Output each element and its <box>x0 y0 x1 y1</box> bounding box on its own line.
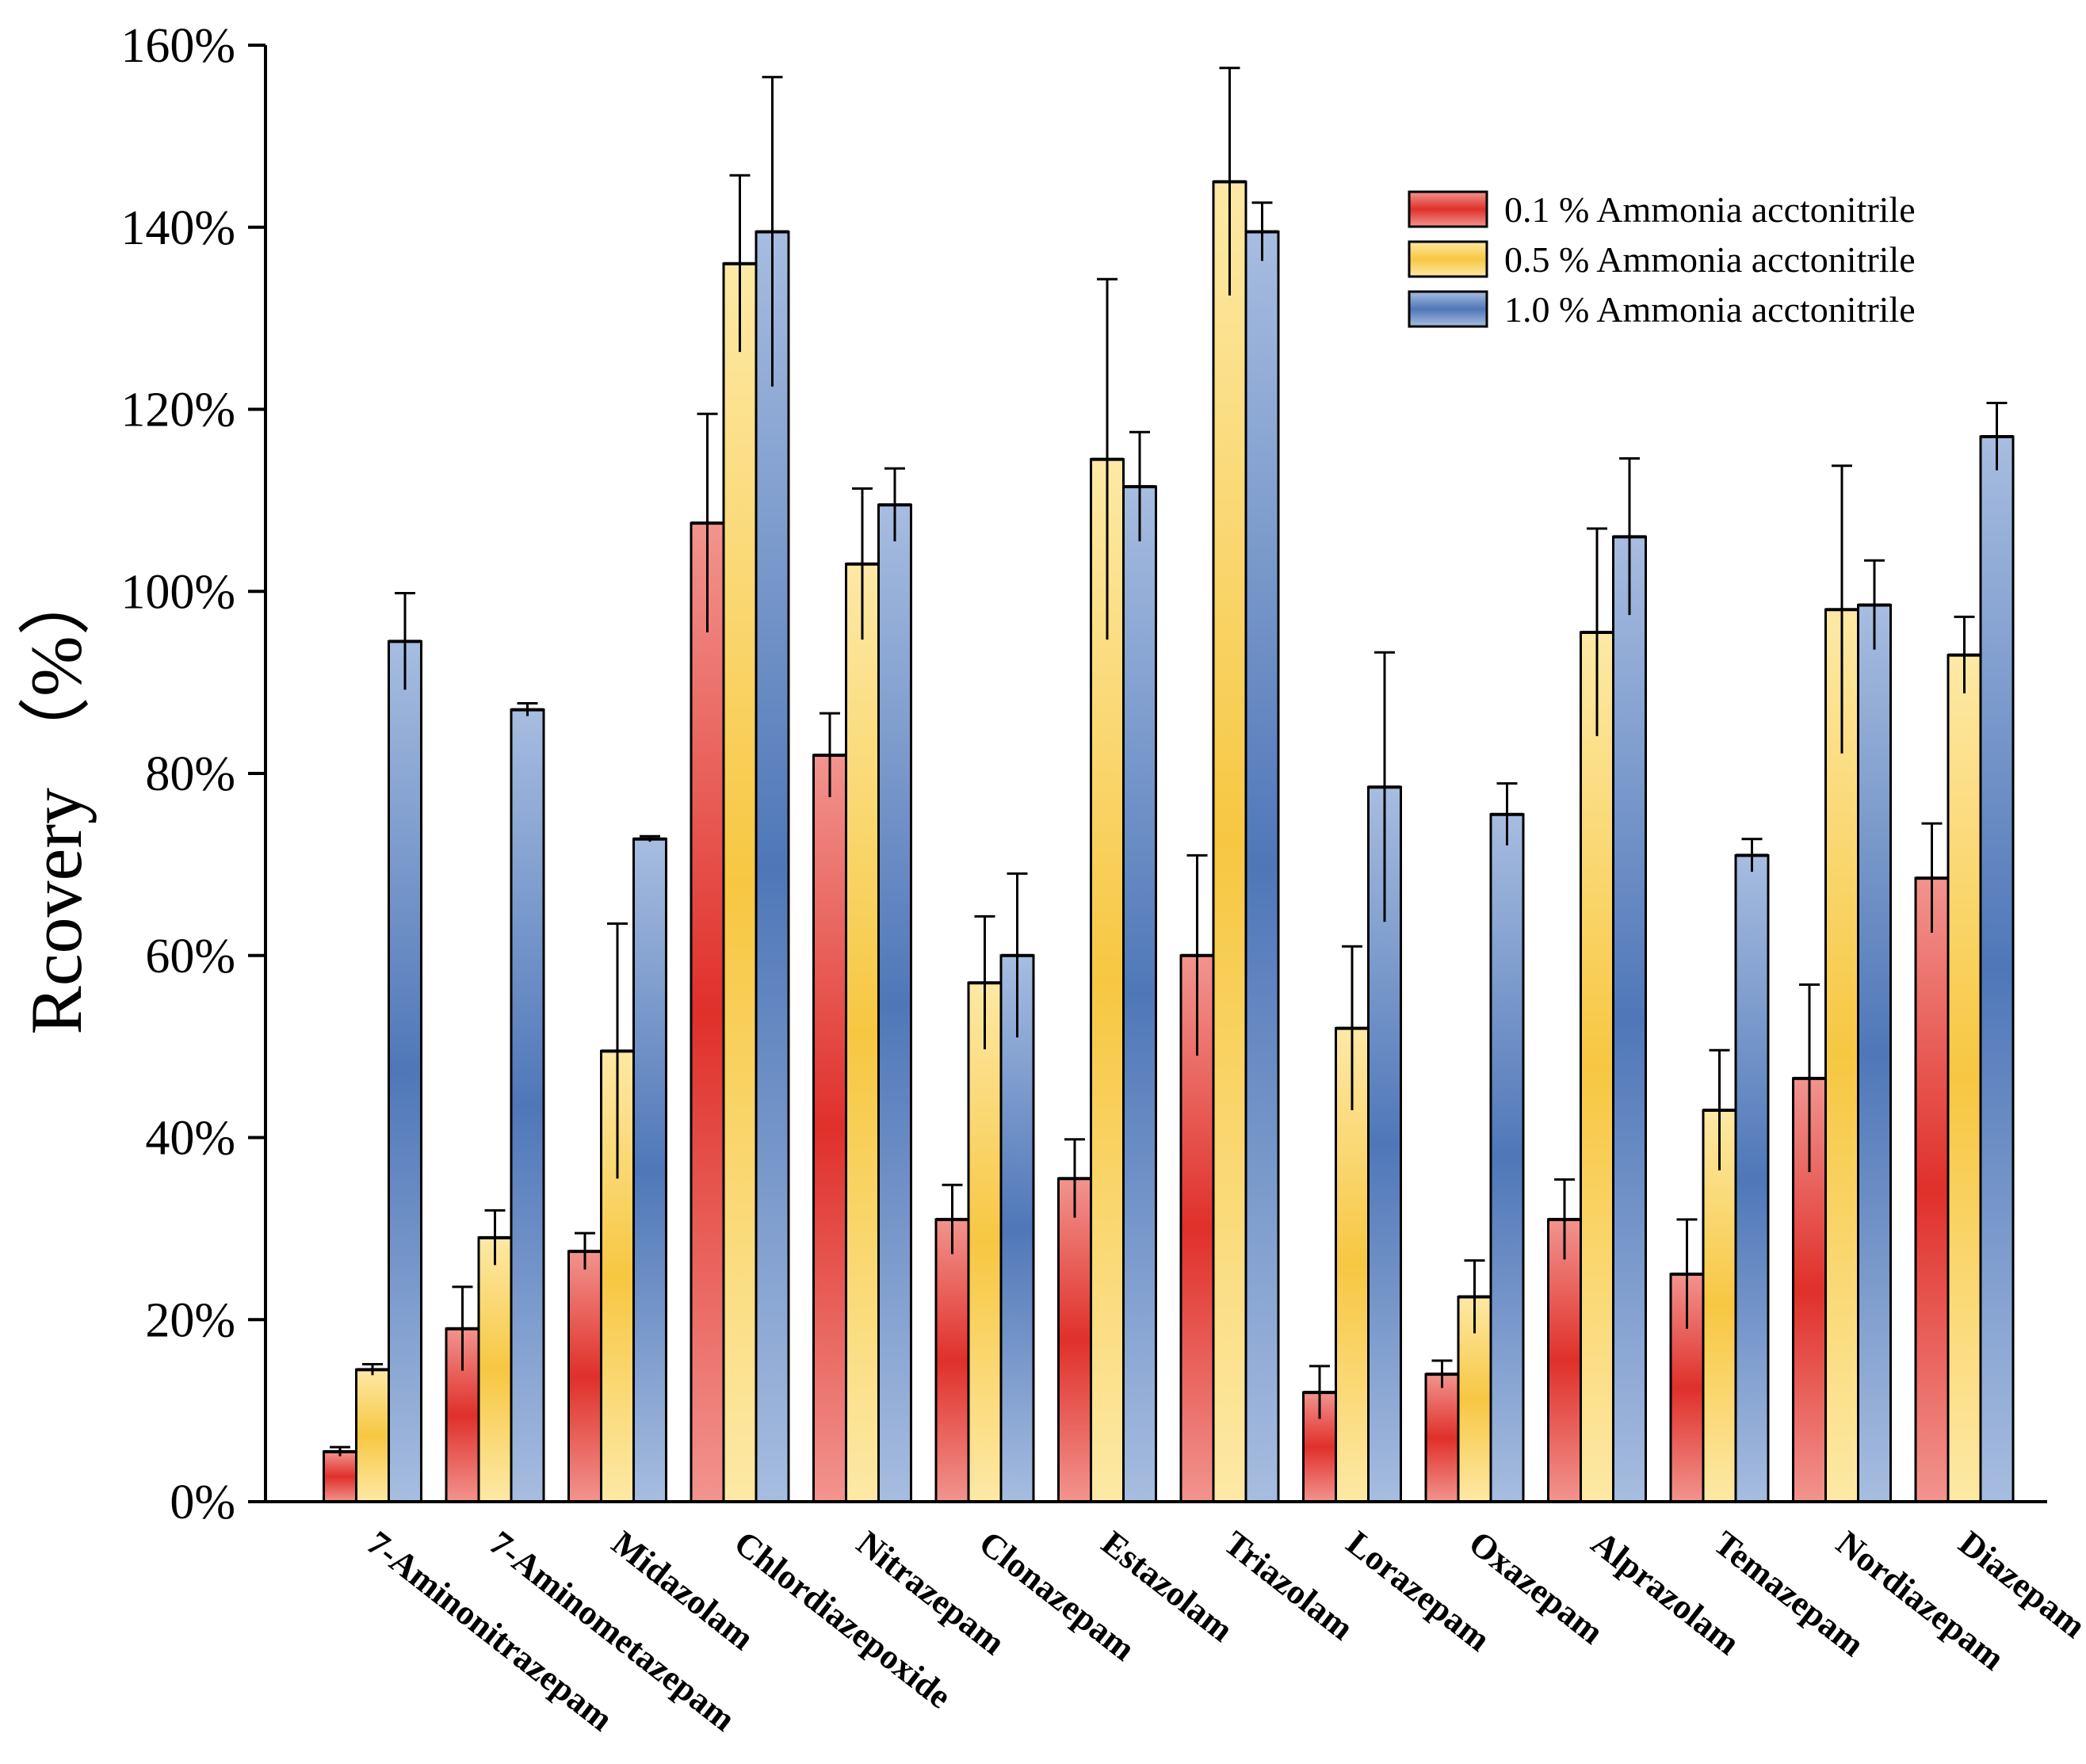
bar-series-2-clonazepam <box>967 981 1003 1503</box>
bar-series-1-7-aminonitrazepam <box>323 1450 357 1503</box>
bar-series-1-estazolam <box>1057 1177 1092 1503</box>
legend-swatch-1 <box>1408 190 1488 228</box>
legend: 0.1 % Ammonia acctonitrile 0.5 % Ammonia … <box>1408 189 1916 330</box>
y-tick-label: 40% <box>145 1112 235 1166</box>
legend-swatch-3 <box>1408 290 1488 328</box>
y-axis-title: Rcovery （%） <box>16 563 97 1034</box>
bar-series-3-alprazolam <box>1612 535 1647 1503</box>
y-tick-label: 80% <box>145 747 235 801</box>
bar-series-2-chlordiazepoxide <box>722 262 758 1503</box>
bar-series-1-chlordiazepoxide <box>690 521 725 1503</box>
bar-series-1-clonazepam <box>934 1218 970 1503</box>
bar-series-3-midazolam <box>632 838 667 1503</box>
y-tick-label: 20% <box>145 1293 235 1347</box>
y-tick-label: 0% <box>170 1476 235 1529</box>
bar-series-3-nitrazepam <box>877 503 912 1503</box>
bar-series-3-diazepam <box>1979 435 2015 1503</box>
bar-series-3-oxazepam <box>1489 813 1525 1503</box>
error-bars-layer <box>323 67 2013 1457</box>
bar-series-3-nordiazepam <box>1857 603 1892 1503</box>
bar-series-2-alprazolam <box>1580 631 1614 1503</box>
bar-series-2-7-aminonitrazepam <box>355 1368 390 1503</box>
x-category-label: Triazolam <box>1217 1523 1361 1648</box>
y-ticks-layer: 0% 20% 40% 60% 80% 100% 120% 140% 160% <box>120 19 266 1529</box>
bar-series-1-diazepam <box>1914 876 1950 1503</box>
y-tick-label: 160% <box>120 19 235 73</box>
bar-series-3-7-aminometazepam <box>510 708 545 1503</box>
legend-label-3: 1.0 % Ammonia acctonitrile <box>1504 289 1916 330</box>
bars-layer <box>323 180 2015 1503</box>
bar-series-2-7-aminometazepam <box>477 1236 513 1503</box>
bar-series-1-nitrazepam <box>812 754 847 1503</box>
y-tick-label: 140% <box>120 201 235 255</box>
bar-series-3-chlordiazepoxide <box>755 230 790 1503</box>
bar-series-2-triazolam <box>1212 180 1247 1503</box>
bar-series-1-oxazepam <box>1424 1373 1460 1503</box>
bar-series-3-7-aminonitrazepam <box>388 640 422 1503</box>
y-tick-label: 100% <box>120 565 235 619</box>
bar-series-3-temazepam <box>1734 853 1770 1503</box>
x-category-labels: 7-Aminonitrazepam7-AminometazepamMidazol… <box>360 1523 2086 1739</box>
bar-series-3-triazolam <box>1244 230 1280 1503</box>
legend-swatch-2 <box>1408 240 1488 278</box>
y-tick-label: 60% <box>145 930 235 983</box>
legend-label-1: 0.1 % Ammonia acctonitrile <box>1504 189 1916 230</box>
bar-series-1-alprazolam <box>1547 1218 1582 1503</box>
bar-series-2-diazepam <box>1947 654 1982 1503</box>
legend-label-2: 0.5 % Ammonia acctonitrile <box>1504 239 1916 280</box>
bar-series-3-estazolam <box>1122 485 1157 1503</box>
bar-series-1-midazolam <box>567 1250 602 1503</box>
y-tick-label: 120% <box>120 384 235 437</box>
x-category-label: Chlordiazepoxide <box>727 1523 958 1716</box>
bar-series-2-nitrazepam <box>845 563 880 1503</box>
